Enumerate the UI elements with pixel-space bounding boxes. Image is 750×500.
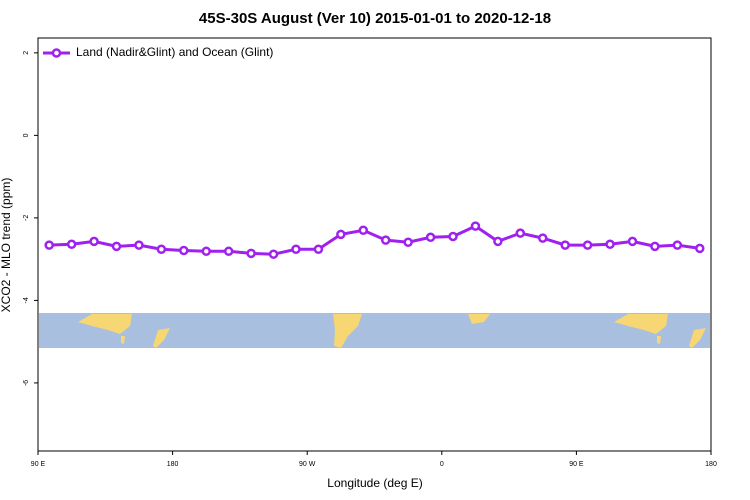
data-point [695,243,705,254]
data-point [515,228,526,238]
x-tick-label: 180 [705,461,717,468]
data-point [111,241,122,252]
data-point [380,235,391,245]
x-tick-label: 90 E [569,461,584,468]
data-point [134,240,144,250]
data-point [560,240,570,250]
y-tick-label: -2 [23,215,30,221]
x-tick-label: 90 E [31,461,46,468]
land [614,314,668,334]
series-line [49,224,701,256]
map-strip [39,313,710,348]
legend-label: Land (Nadir&Glint) and Ocean (Glint) [76,45,273,59]
land [468,314,490,324]
data-point [470,221,481,231]
data-point [493,236,503,247]
data-point [672,240,683,250]
x-tick-label: 90 W [299,461,316,468]
x-axis-label: Longitude (deg E) [327,476,422,490]
data-point [403,237,413,247]
land [121,336,125,344]
data-point [156,244,167,254]
data-point [448,231,458,242]
y-tick-label: 0 [23,133,30,137]
data-point [650,241,660,252]
data-point [313,244,324,254]
data-point [201,246,211,257]
chart-title: 45S-30S August (Ver 10) 2015-01-01 to 20… [199,10,551,27]
y-tick-label: -4 [23,297,30,303]
ocean [39,313,710,348]
data-point [425,232,436,243]
data-point [223,246,234,257]
land [657,336,661,344]
data-point [89,236,99,247]
data-point [358,225,369,236]
data-point [246,248,256,259]
land [78,314,132,334]
data-point [336,229,346,240]
data-point [582,240,593,250]
data-point [66,239,77,250]
data-point [627,236,638,247]
legend-marker [51,48,62,58]
data-point [291,244,301,254]
data-point [538,233,548,243]
y-tick-label: -6 [23,380,30,386]
land [153,328,170,348]
x-tick-label: 0 [440,461,444,468]
data-point [179,245,189,256]
data-point [268,249,279,259]
plot-frame [37,37,712,452]
y-tick-label: 2 [23,51,30,55]
data-point [44,240,54,250]
data-point [605,239,615,250]
land [689,328,706,348]
land [333,314,362,348]
y-axis-label: XCO2 - MLO trend (ppm) [0,178,13,313]
x-tick-label: 180 [167,461,179,468]
